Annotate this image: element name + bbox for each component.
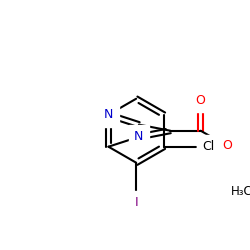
Text: H₃C: H₃C (230, 185, 250, 198)
Text: Cl: Cl (202, 140, 215, 153)
Text: O: O (222, 140, 232, 152)
Text: O: O (196, 94, 205, 107)
Text: I: I (134, 196, 138, 209)
Text: N: N (134, 130, 143, 143)
Text: N: N (104, 108, 113, 121)
